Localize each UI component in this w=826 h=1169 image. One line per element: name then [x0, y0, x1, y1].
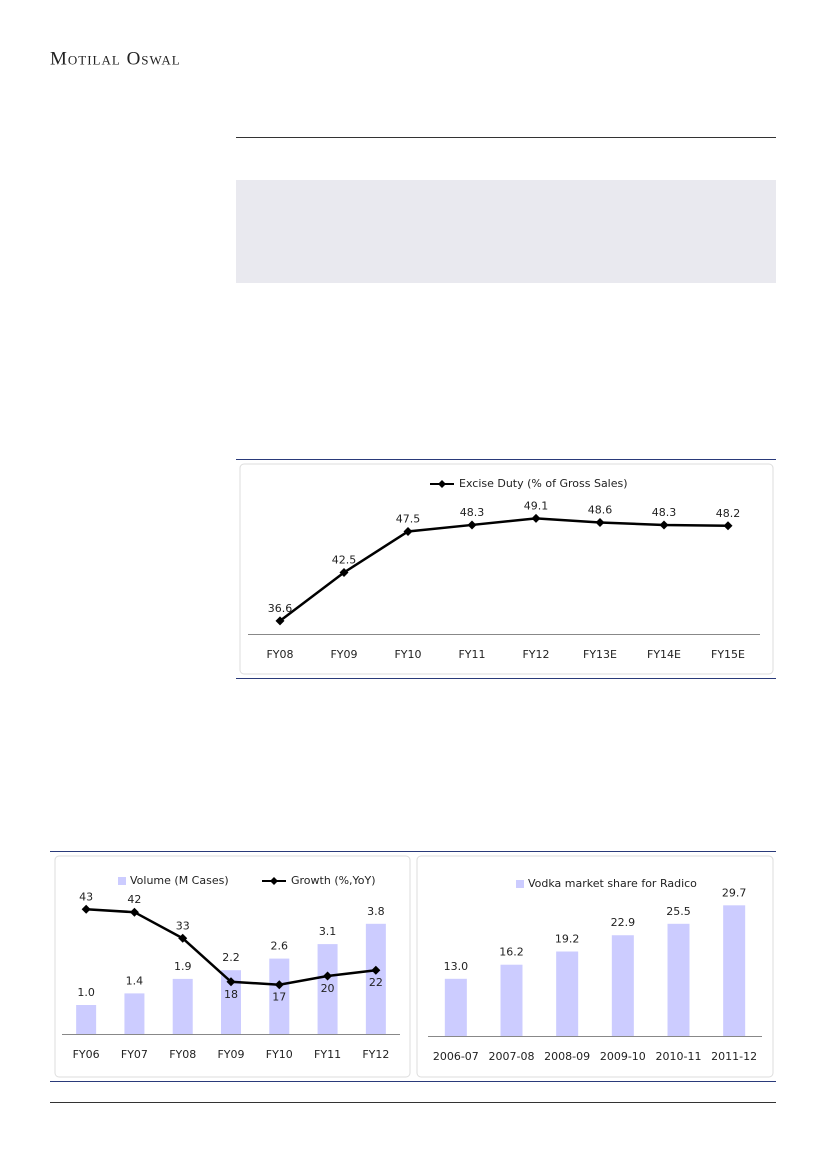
data-label: 18: [224, 988, 238, 1001]
marker: [323, 971, 333, 981]
bar: [76, 1005, 97, 1034]
x-tick-label: FY11: [458, 648, 485, 661]
x-tick-label: FY09: [217, 1048, 244, 1061]
data-label: 1.9: [174, 960, 192, 973]
data-label: 19.2: [555, 933, 580, 946]
x-tick-label: FY12: [362, 1048, 389, 1061]
data-label: 43: [79, 890, 93, 903]
data-label: 47.5: [396, 513, 421, 526]
line: [279, 517, 729, 622]
data-label: 2.2: [222, 951, 240, 964]
bar: [269, 958, 290, 1034]
data-label: 25.5: [666, 905, 691, 918]
data-label: 16.2: [499, 946, 524, 959]
data-label: 13.0: [444, 960, 469, 973]
x-tick-label: 2008-09: [544, 1050, 590, 1063]
marker: [339, 568, 349, 577]
marker: [531, 513, 541, 523]
marker: [226, 977, 236, 987]
data-label: 48.3: [652, 506, 677, 519]
x-tick-label: FY13E: [583, 648, 617, 661]
data-label: 17: [272, 991, 286, 1004]
bar: [723, 905, 746, 1036]
legend-swatch: [516, 880, 524, 888]
bar: [500, 964, 523, 1036]
bar: [556, 951, 579, 1036]
x-tick-label: FY08: [169, 1048, 196, 1061]
x-tick-label: 2011-12: [711, 1050, 757, 1063]
data-label: 48.3: [460, 506, 485, 519]
marker: [595, 517, 605, 527]
data-label: 36.6: [268, 602, 293, 615]
data-label: 1.4: [126, 974, 144, 987]
data-label: 33: [176, 919, 190, 932]
x-tick-label: FY08: [266, 648, 293, 661]
data-label: 22.9: [611, 916, 636, 929]
legend-marker: [270, 877, 278, 885]
marker: [178, 933, 188, 943]
marker: [371, 965, 381, 975]
marker: [274, 980, 284, 990]
data-label: 48.6: [588, 503, 613, 516]
x-tick-label: 2006-07: [433, 1050, 479, 1063]
data-label: 20: [321, 982, 335, 995]
marker: [81, 904, 91, 914]
bar: [221, 970, 241, 1034]
legend-label: Vodka market share for Radico: [528, 877, 697, 890]
data-label: 2.6: [271, 940, 289, 953]
bar: [611, 935, 634, 1036]
x-tick-label: FY11: [314, 1048, 341, 1061]
bar: [172, 978, 193, 1034]
data-label: 29.7: [722, 886, 747, 899]
brand: Motilal Oswal: [50, 48, 181, 69]
x-tick-label: FY12: [522, 648, 549, 661]
data-label: 1.0: [77, 986, 95, 999]
legend-label: Volume (M Cases): [130, 874, 229, 887]
data-label: 3.8: [367, 905, 385, 918]
data-label: 42: [127, 893, 141, 906]
marker: [723, 521, 733, 531]
data-label: 49.1: [524, 499, 549, 512]
x-tick-label: FY10: [394, 648, 421, 661]
data-label: 22: [369, 976, 383, 989]
x-tick-label: FY10: [266, 1048, 293, 1061]
bar: [365, 923, 386, 1034]
bar: [444, 978, 467, 1036]
x-tick-label: FY09: [330, 648, 357, 661]
x-tick-label: FY06: [73, 1048, 100, 1061]
marker: [275, 616, 285, 626]
marker: [659, 520, 669, 530]
shaded-box: [236, 180, 776, 283]
data-label: 48.2: [716, 507, 741, 520]
x-tick-label: 2009-10: [600, 1050, 646, 1063]
marker: [467, 520, 477, 530]
bar: [124, 993, 145, 1034]
legend-marker: [438, 480, 446, 488]
chart-panel: [239, 463, 774, 675]
x-tick-label: FY15E: [711, 648, 745, 661]
legend-label: Growth (%,YoY): [291, 874, 376, 887]
chart-panel: [54, 855, 411, 1078]
marker: [129, 907, 139, 917]
data-label: 3.1: [319, 925, 337, 938]
x-tick-label: FY07: [121, 1048, 148, 1061]
data-label: 42.5: [332, 554, 357, 567]
bar: [667, 923, 690, 1036]
x-tick-label: FY14E: [647, 648, 681, 661]
x-tick-label: 2007-08: [489, 1050, 535, 1063]
bar: [317, 944, 338, 1034]
legend-label: Excise Duty (% of Gross Sales): [459, 477, 628, 490]
marker: [403, 527, 413, 536]
legend-swatch: [118, 877, 126, 885]
x-tick-label: 2010-11: [656, 1050, 702, 1063]
